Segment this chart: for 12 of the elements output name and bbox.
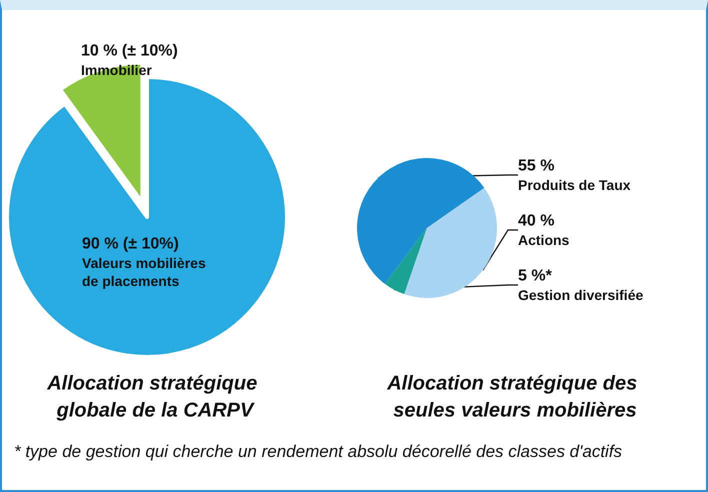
- slice-label: Gestion diversifiée: [518, 287, 644, 303]
- data-label: 40 %: [518, 212, 554, 230]
- slice-label: Valeurs mobilières de placements: [82, 255, 206, 289]
- text: Allocation stratégique des seules valeurs mobilières: [386, 372, 643, 422]
- text: * type de gestion qui cherche un rendement absolu décorellé des classes d'actifs: [14, 442, 624, 462]
- data-label: 90 % (± 10%): [82, 236, 179, 252]
- slice-label: Produits de Taux: [518, 177, 631, 193]
- data-label: 5 %*: [518, 268, 553, 284]
- text: Allocation stratégique globale de la CARPV: [46, 372, 263, 422]
- data-label: 10 % (± 10%): [81, 42, 178, 60]
- data-label: 55 %: [518, 158, 554, 174]
- slice-label: Actions: [518, 232, 570, 248]
